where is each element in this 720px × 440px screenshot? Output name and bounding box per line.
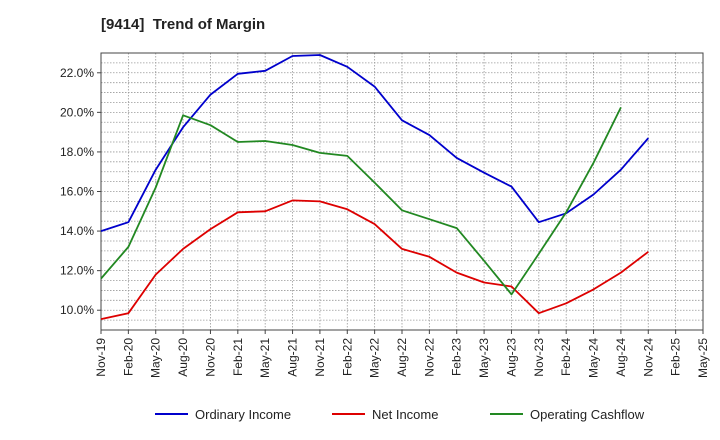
- series-line-ordinary-income: [100, 54, 649, 232]
- legend-label-net-income: Net Income: [372, 407, 438, 422]
- x-tick-label: May-22: [368, 338, 382, 378]
- series-line-net-income: [100, 199, 649, 320]
- chart-title: [9414] Trend of Margin: [101, 16, 266, 33]
- x-tick-label: Aug-23: [504, 338, 518, 377]
- legend-label-ordinary-income: Ordinary Income: [195, 407, 291, 422]
- x-tick-label: May-21: [258, 338, 272, 378]
- y-tick-label: 10.0%: [60, 303, 94, 317]
- x-tick-label: Feb-20: [121, 338, 135, 376]
- legend: Ordinary Income Net Income Operating Cashf…: [155, 407, 645, 422]
- x-axis-ticks: Nov-19 Feb-20 May-20 Aug-20 Nov-20 Feb-21 May-…: [94, 330, 710, 378]
- x-tick-label: Nov-23: [532, 338, 546, 377]
- y-axis-ticks: 10.0% 12.0% 14.0% 16.0% 18.0% 20.0% 22.0%: [60, 66, 101, 317]
- x-tick-label: May-20: [149, 338, 163, 378]
- y-tick-label: 16.0%: [60, 185, 94, 199]
- x-tick-label: Feb-24: [559, 338, 573, 376]
- x-tick-label: Aug-24: [614, 338, 628, 377]
- x-tick-label: Feb-23: [450, 338, 464, 376]
- y-tick-label: 22.0%: [60, 66, 94, 80]
- x-tick-label: Aug-22: [395, 338, 409, 377]
- y-tick-label: 14.0%: [60, 224, 94, 238]
- x-tick-label: May-24: [587, 338, 601, 378]
- x-tick-label: Feb-25: [669, 338, 683, 376]
- x-tick-label: May-23: [477, 338, 491, 378]
- y-tick-label: 12.0%: [60, 264, 94, 278]
- grid-layer: [101, 53, 703, 330]
- x-tick-label: Nov-24: [641, 338, 655, 377]
- x-tick-label: Feb-21: [231, 338, 245, 376]
- x-tick-label: Aug-21: [286, 338, 300, 377]
- x-tick-label: May-25: [696, 338, 710, 378]
- y-tick-label: 20.0%: [60, 105, 94, 119]
- x-tick-label: Nov-19: [94, 338, 108, 377]
- x-tick-label: Aug-20: [176, 338, 190, 377]
- y-tick-label: 18.0%: [60, 145, 94, 159]
- series-line-operating-cashflow: [100, 107, 622, 296]
- legend-label-operating-cashflow: Operating Cashflow: [530, 407, 645, 422]
- series-layer: [100, 54, 649, 320]
- x-tick-label: Feb-22: [340, 338, 354, 376]
- x-tick-label: Nov-20: [203, 338, 217, 377]
- x-tick-label: Nov-21: [313, 338, 327, 377]
- x-tick-label: Nov-22: [422, 338, 436, 377]
